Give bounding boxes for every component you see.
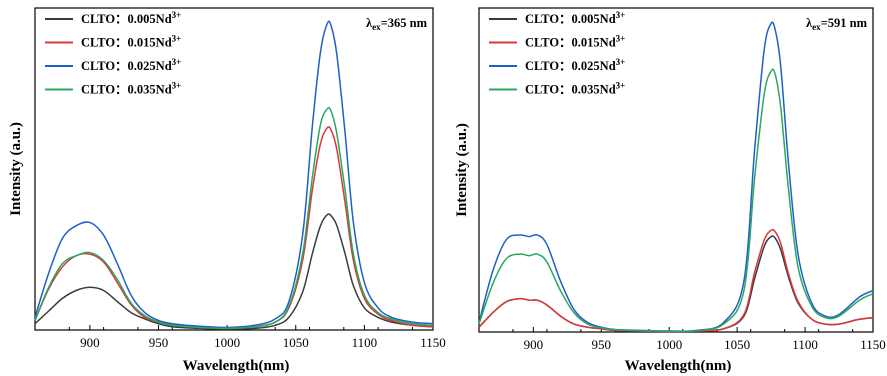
- series-line-3: [34, 20, 434, 329]
- x-tick-label: 1000: [214, 335, 240, 350]
- x-tick-label: 1150: [420, 335, 446, 350]
- legend-label-1: CLTO：0.005Nd3+: [525, 10, 625, 26]
- x-tick-label: 900: [524, 337, 544, 352]
- x-tick-label: 950: [592, 337, 612, 352]
- excitation-annotation: λex=591 nm: [806, 16, 868, 32]
- legend-label-3: CLTO：0.025Nd3+: [525, 57, 625, 73]
- x-tick-label: 1000: [656, 337, 682, 352]
- x-tick-label: 1100: [792, 337, 818, 352]
- legend-label-4: CLTO：0.035Nd3+: [81, 81, 181, 97]
- series-line-1: [34, 213, 434, 330]
- x-tick-label: 1100: [352, 335, 378, 350]
- x-tick-label: 1150: [860, 337, 886, 352]
- legend-label-2: CLTO：0.015Nd3+: [525, 34, 625, 50]
- x-axis-title: Wavelength(nm): [625, 358, 732, 374]
- series-line-4: [34, 107, 434, 330]
- y-axis-title: Intensity (a.u.): [8, 122, 24, 216]
- series-line-1: [478, 235, 874, 333]
- series-line-2: [478, 228, 874, 333]
- x-tick-label: 1050: [724, 337, 750, 352]
- legend-label-2: CLTO：0.015Nd3+: [81, 34, 181, 50]
- x-axis-title: Wavelength(nm): [183, 358, 290, 374]
- excitation-annotation: λex=365 nm: [366, 16, 428, 32]
- x-tick-label: 950: [149, 335, 169, 350]
- legend-label-3: CLTO：0.025Nd3+: [81, 57, 181, 73]
- plot-frame: [478, 7, 874, 333]
- x-tick-label: 900: [80, 335, 100, 350]
- series-line-2: [34, 126, 434, 330]
- x-tick-label: 1050: [283, 335, 309, 350]
- legend-label-4: CLTO：0.035Nd3+: [525, 81, 625, 97]
- plot-frame: [34, 7, 434, 331]
- chart-panel-left: 900 950 1000 1050 1100 1150 Wavelength(nm) Inte…: [8, 7, 446, 374]
- series-line-4: [478, 68, 874, 333]
- y-axis-title: Intensity (a.u.): [454, 123, 470, 217]
- chart-panel-right: 900 950 1000 1050 1100 1150 Wavelength(nm) Inte…: [454, 7, 886, 374]
- legend-label-1: CLTO：0.005Nd3+: [81, 10, 181, 26]
